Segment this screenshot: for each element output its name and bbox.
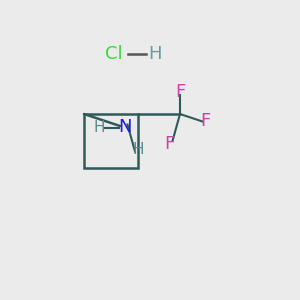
Text: H: H (132, 142, 144, 158)
Text: F: F (200, 112, 211, 130)
Text: N: N (118, 118, 131, 136)
Text: Cl: Cl (105, 45, 123, 63)
Text: H: H (93, 120, 105, 135)
Text: F: F (164, 135, 175, 153)
Text: F: F (175, 82, 185, 100)
Text: H: H (148, 45, 161, 63)
Bar (84, 114, 138, 168)
